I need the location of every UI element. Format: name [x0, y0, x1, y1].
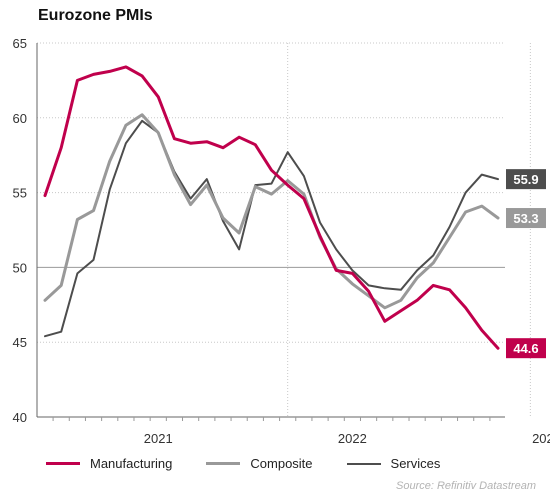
end-label-box-services	[506, 169, 546, 190]
legend-swatch-composite	[206, 462, 241, 465]
x-tick-label: 2022	[338, 431, 367, 446]
y-tick-label: 40	[13, 410, 27, 425]
legend-label-manufacturing: Manufacturing	[90, 456, 173, 471]
end-label-manufacturing: 44.6	[513, 341, 538, 356]
y-tick-label: 55	[13, 186, 27, 201]
chart-title: Eurozone PMIs	[38, 7, 153, 24]
series-line-manufacturing	[43, 65, 500, 350]
legend-item-services: Services	[346, 456, 441, 471]
y-tick-label: 60	[13, 111, 27, 126]
legend-label-services: Services	[390, 456, 441, 471]
chart-legend: Manufacturing Composite Services	[46, 456, 474, 471]
series-line-services	[44, 119, 499, 338]
y-tick-label: 65	[13, 36, 27, 51]
source-note: Source: Refinitiv Datastream	[396, 480, 536, 492]
legend-swatch-services	[346, 462, 381, 465]
end-label-composite: 53.3	[513, 211, 538, 226]
end-label-box-manufacturing	[506, 338, 546, 359]
x-tick-label: 2023	[532, 431, 550, 446]
series-line-composite	[43, 113, 500, 310]
legend-item-manufacturing: Manufacturing	[46, 456, 172, 471]
end-label-box-composite	[506, 208, 546, 229]
y-tick-label: 50	[13, 260, 27, 275]
y-tick-label: 45	[13, 335, 27, 350]
legend-label-composite: Composite	[250, 456, 313, 471]
x-tick-label: 2021	[144, 431, 173, 446]
legend-item-composite: Composite	[206, 456, 313, 471]
legend-swatch-manufacturing	[46, 462, 80, 465]
end-label-services: 55.9	[513, 172, 538, 187]
